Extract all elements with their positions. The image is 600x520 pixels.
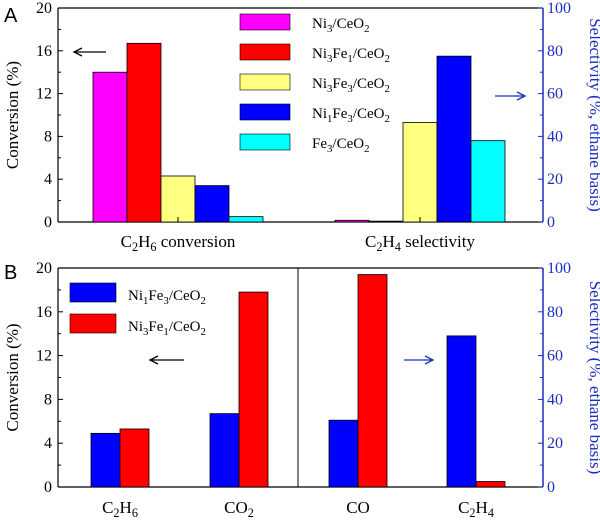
legend-swatch (239, 13, 291, 31)
left-y-tick-label: 4 (44, 171, 52, 188)
legend-label: Ni1Fe3/CeO2 (128, 288, 206, 307)
left-y-tick-label: 0 (44, 214, 52, 231)
panel-a-chart: 0 4 8 12 16 20 0 20 40 60 80 100 Conversion (%) Selec… (3, 0, 600, 254)
panel-label-b: B (4, 262, 17, 284)
left-y-axis-label: Conversion (%) (3, 323, 22, 431)
legend-label: Ni3/CeO2 (312, 16, 369, 35)
bar-b-ni3fe1ceo2-0 (119, 428, 150, 488)
right-y-axis-label: Selectivity (%, ethane basis) (586, 18, 600, 212)
left-y-tick-label: 0 (44, 479, 52, 496)
legend-a: Ni3/CeO2 Ni3Fe1/CeO2 Ni3Fe3/CeO2 Ni1Fe3/CeO… (239, 13, 390, 155)
bar-b-ni3fe1ceo2-1 (238, 291, 269, 488)
bar-a-ni3fe1ceo2-1 (368, 220, 404, 223)
panel-label-a: A (4, 5, 18, 27)
axis-indicator-arrow-right (404, 355, 435, 365)
right-y-tick-label: 40 (547, 391, 563, 408)
left-y-tick-label: 12 (36, 86, 52, 103)
legend-label: Ni3Fe1/CeO2 (128, 319, 206, 338)
right-y-tick-label: 60 (547, 348, 563, 365)
x-category-label: CO (346, 498, 370, 517)
bar-b-ni3fe1ceo2-3 (475, 481, 506, 488)
legend-label: Ni3Fe3/CeO2 (312, 76, 390, 95)
bar-b-ni3fe1ceo2-2 (357, 274, 388, 488)
legend-label: Fe3/CeO2 (312, 136, 369, 155)
panel-b-chart: 0 4 8 12 16 20 0 20 40 60 80 100 Conversion (%) Selec… (3, 260, 600, 520)
right-y-tick-label: 60 (547, 86, 563, 103)
right-y-tick-label: 20 (547, 171, 563, 188)
left-y-tick-label: 12 (36, 348, 52, 365)
left-y-tick-label: 20 (36, 0, 52, 17)
right-y-tick-label: 80 (547, 304, 563, 321)
bar-b-ni1fe3ceo2-3 (446, 335, 477, 488)
legend-swatch (69, 282, 117, 303)
right-y-tick-label: 20 (547, 435, 563, 452)
axis-indicator-arrow-left (148, 355, 184, 365)
bar-a-ni1fe3ceo2-0 (194, 185, 230, 223)
legend-label: Ni1Fe3/CeO2 (312, 106, 390, 125)
bar-a-ni3ceo2-0 (92, 71, 128, 223)
bar-a-ni3ceo2-1 (334, 219, 370, 223)
right-y-axis-label: Selectivity (%, ethane basis) (586, 281, 600, 475)
bar-b-ni1fe3ceo2-1 (209, 413, 240, 488)
axis-indicator-arrow-right (495, 91, 527, 101)
x-category-label: C2H6 (102, 498, 138, 520)
right-y-tick-label: 80 (547, 43, 563, 60)
legend-swatch (69, 313, 117, 334)
bar-a-ni1fe3ceo2-1 (436, 55, 472, 223)
x-category-label: C2H4 (458, 498, 494, 520)
left-y-tick-label: 8 (44, 128, 52, 145)
right-y-tick-label: 100 (547, 260, 571, 277)
x-category-label: C2H4 selectivity (365, 232, 475, 254)
bar-a-ni3fe3ceo2-1 (402, 122, 438, 223)
right-y-tick-label: 100 (547, 0, 571, 17)
left-y-tick-label: 16 (36, 43, 52, 60)
legend-swatch (239, 133, 291, 151)
right-y-tick-label: 0 (547, 479, 555, 496)
bar-a-ni3fe3ceo2-0 (160, 175, 196, 223)
legend-swatch (239, 103, 291, 121)
x-category-label: C2H6 conversion (121, 232, 236, 254)
bar-a-ni3fe1ceo2-0 (126, 42, 162, 223)
legend-label: Ni3Fe1/CeO2 (312, 46, 390, 65)
axis-indicator-arrow-left (72, 47, 106, 57)
legend-swatch (239, 73, 291, 91)
legend-swatch (239, 43, 291, 61)
left-y-tick-label: 16 (36, 304, 52, 321)
right-y-tick-label: 0 (547, 214, 555, 231)
x-category-label: CO2 (224, 498, 254, 520)
left-y-tick-label: 20 (36, 260, 52, 277)
bar-b-ni1fe3ceo2-2 (328, 419, 359, 488)
right-y-tick-label: 40 (547, 128, 563, 145)
bar-a-fe3ceo2-0 (228, 216, 264, 223)
left-y-axis-label: Conversion (%) (3, 61, 22, 169)
bar-b-ni1fe3ceo2-0 (90, 432, 121, 488)
left-y-tick-label: 8 (44, 391, 52, 408)
bar-a-fe3ceo2-1 (470, 140, 506, 223)
left-y-tick-label: 4 (44, 435, 52, 452)
legend-b: Ni1Fe3/CeO2 Ni3Fe1/CeO2 (69, 282, 206, 338)
